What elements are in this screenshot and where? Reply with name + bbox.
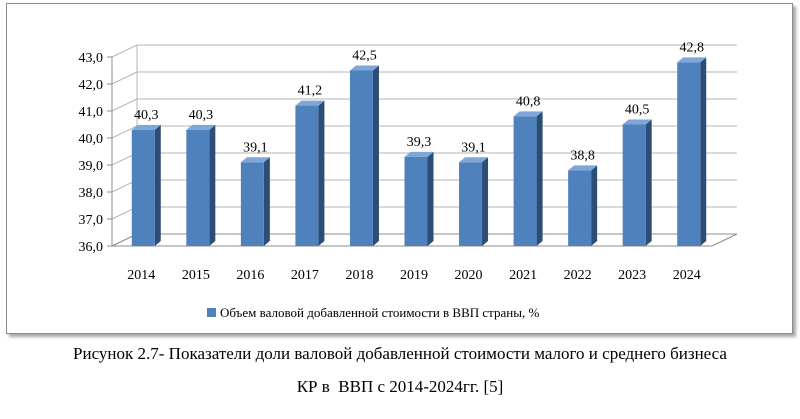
figure-caption-line-2: КР в ВВП с 2014-2024гг. [5] [296,377,504,396]
gridline-diagonal [111,71,138,85]
bar-front [459,162,483,246]
bar-top [349,65,379,71]
y-tick-label: 41,0 [79,105,104,120]
data-label: 41,2 [298,84,323,99]
bar-top [513,111,543,117]
x-tick-label: 2023 [618,268,646,283]
bar [131,124,161,246]
figure-caption-line-1: Рисунок 2.7- Показатели доли валовой доб… [73,344,727,363]
y-tick-label: 39,0 [79,159,104,174]
bar-side [700,57,707,247]
y-tick-label: 42,0 [79,78,104,93]
x-tick-label: 2020 [455,268,483,283]
y-tick-label: 37,0 [79,213,104,228]
y-tick-label: 36,0 [79,240,104,255]
x-tick-label: 2019 [400,268,428,283]
data-label: 39,1 [461,140,486,155]
gridline-diagonal [111,125,138,139]
bar-side [482,157,489,246]
y-tick-label: 40,0 [79,132,104,147]
x-tick-label: 2022 [564,268,592,283]
bar-side [536,111,543,247]
bar-front [186,129,210,246]
gridline-diagonal [111,44,138,58]
x-tick-label: 2014 [127,268,155,283]
bar [459,157,489,246]
bar-side [427,151,434,246]
bar [513,111,543,247]
x-axis-ticks: 2014 2015 2016 2017 2018 2019 2020 2021 2022 2023… [127,268,700,283]
bar-top [240,157,270,163]
y-tick-label: 38,0 [79,186,104,201]
bar [568,165,598,246]
bar-front [404,156,428,246]
data-label: 40,5 [625,103,650,118]
bar-front [622,124,646,246]
bar-top [186,124,216,130]
bar-front [295,105,319,246]
bar [677,57,707,247]
bar-top [622,119,652,125]
bar [404,151,434,246]
x-tick-label: 2021 [509,268,537,283]
bar-top [131,124,161,130]
bar-side [372,65,379,246]
bar-top [677,57,707,63]
x-tick-label: 2016 [236,268,264,283]
y-axis-ticks: 36,0 37,0 38,0 39,0 40,0 41,0 42,0 43,0 [79,51,112,255]
bar-side [263,157,270,246]
bars [131,57,707,247]
bar-side [154,124,161,246]
bar [349,65,379,246]
bar [295,100,325,246]
data-label: 39,3 [407,135,432,150]
data-label: 40,3 [189,108,214,123]
data-label: 40,8 [516,94,541,109]
x-tick-label: 2015 [182,268,210,283]
bar-top [404,151,434,157]
bar-side [318,100,325,246]
bar-front [349,70,373,246]
data-label: 40,3 [134,108,159,123]
bar-top [568,165,598,171]
bar-top [459,157,489,163]
bar-side [591,165,598,246]
bar [240,157,270,246]
bar-top [295,100,325,106]
bar-side [645,119,652,246]
legend: Объем валовой добавленной стоимости в ВВ… [207,305,539,320]
data-labels: 40,3 40,3 39,1 41,2 42,5 39,3 39,1 40,8 38,8 40,5… [134,40,704,163]
bar-front [513,116,537,247]
data-label: 42,8 [679,40,704,55]
x-tick-label: 2018 [345,268,373,283]
legend-swatch [207,308,216,317]
bar-side [209,124,216,246]
bar-chart: 36,037,038,039,040,041,042,043,0 40,3 40,… [79,40,738,320]
data-label: 42,5 [352,49,377,64]
bar-front [677,62,701,247]
chart-floor [111,233,738,247]
data-label: 38,8 [570,148,595,163]
bar [186,124,216,246]
bar-front [240,162,264,246]
x-tick-label: 2024 [673,268,701,283]
x-tick-label: 2017 [291,268,319,283]
bar-front [568,170,592,246]
bar [622,119,652,246]
data-label: 39,1 [243,140,268,155]
legend-label: Объем валовой добавленной стоимости в ВВ… [220,305,539,320]
y-tick-label: 43,0 [79,51,104,66]
bar-front [131,129,155,246]
gridline-diagonal [111,98,138,112]
